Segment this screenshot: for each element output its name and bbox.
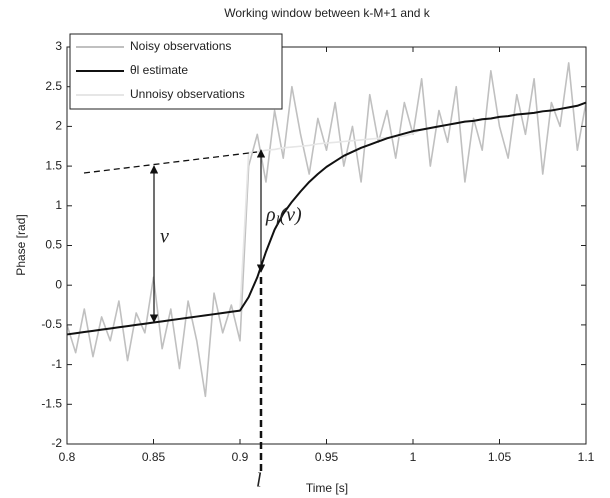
rho-label: ρl(ν) xyxy=(265,204,302,230)
x-axis-label: Time [s] xyxy=(306,481,348,495)
rho: ρ xyxy=(265,204,276,226)
x-tick-label: 0.95 xyxy=(315,450,339,464)
y-tick-label: -1 xyxy=(51,357,62,371)
x-tick-label: 1 xyxy=(410,450,417,464)
plot-area: 0.8 0.85 0.9 0.95 1 1.05 1.1 -2 -1.5 -1 -0.5 0 0.5 1 1… xyxy=(41,33,595,464)
legend-label: θl estimate xyxy=(130,63,188,77)
y-tick-label: 2 xyxy=(55,119,62,133)
x-tick-label: 0.9 xyxy=(232,450,249,464)
x-tick-label: 0.85 xyxy=(142,450,166,464)
y-tick-label: 3 xyxy=(55,39,62,53)
y-tick-label: 1 xyxy=(55,198,62,212)
chart-title: Working window between k-M+1 and k xyxy=(224,6,431,20)
y-tick-label: -0.5 xyxy=(41,317,62,331)
y-tick-label: 1.5 xyxy=(45,158,62,172)
y-tick-label: -1.5 xyxy=(41,396,62,410)
rho-subscript: l xyxy=(276,214,280,229)
x-tick-label: 1.05 xyxy=(488,450,512,464)
rho-argument: (ν) xyxy=(280,204,303,226)
l-label: l xyxy=(256,470,262,492)
legend-label: Unnoisy observations xyxy=(130,87,245,101)
x-tick-label: 0.8 xyxy=(59,450,76,464)
y-axis-label: Phase [rad] xyxy=(14,214,28,275)
y-tick-label: 2.5 xyxy=(45,79,62,93)
extrapolation-line xyxy=(83,151,258,174)
annotations: ν ρl(ν) l xyxy=(83,149,302,492)
nu-label: ν xyxy=(160,226,169,248)
x-tick-label: 1.1 xyxy=(578,450,595,464)
y-tick-label: 0.5 xyxy=(45,238,62,252)
y-tick-label: -2 xyxy=(51,436,62,450)
legend-label: Noisy observations xyxy=(130,39,231,53)
y-tick-label: 0 xyxy=(55,277,62,291)
